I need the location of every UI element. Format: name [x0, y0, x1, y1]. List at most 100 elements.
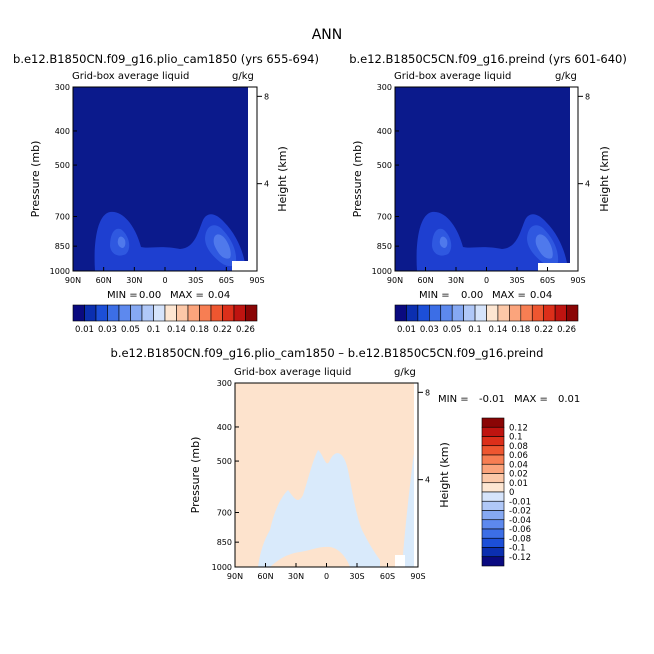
panel-1-contour-low [94, 211, 246, 271]
panel-3-height-axis: 84 [418, 388, 430, 485]
y-tick-label: 700 [217, 508, 232, 517]
colorbar-label: 0.1 [509, 433, 523, 443]
colorbar-label: 0.1 [468, 325, 482, 335]
colorbar-label: 0.14 [167, 325, 186, 335]
colorbar-swatch [481, 436, 505, 447]
x-tick-label: 30S [509, 276, 524, 285]
panel-2-colorbar: 0.01 0.03 0.05 0.1 0.14 0.18 0.22 0.26 [394, 304, 579, 335]
colorbar-swatch [153, 304, 166, 322]
y-tick-label: 500 [377, 161, 392, 170]
colorbar-swatch [164, 304, 177, 322]
colorbar-label: -0.1 [509, 544, 526, 554]
colorbar-swatch [481, 491, 505, 502]
y-tick-label: 300 [377, 83, 392, 92]
panel-1-contour-high-right [213, 234, 231, 259]
colorbar-swatch [463, 304, 476, 322]
panel-3-variable-label: Grid-box average liquid [234, 367, 351, 378]
colorbar-swatch [481, 556, 505, 567]
y-tick-label: 300 [55, 83, 70, 92]
panel-2-height-axis: 84 [578, 92, 590, 189]
panel-1-contour-high-left [117, 236, 126, 248]
colorbar-swatch [481, 500, 505, 511]
colorbar-label: 0.26 [236, 325, 255, 335]
colorbar-swatch [531, 304, 544, 322]
colorbar-swatch [176, 304, 189, 322]
colorbar-swatch [481, 473, 505, 484]
colorbar-swatch [481, 510, 505, 521]
colorbar-swatch [543, 304, 556, 322]
colorbar-swatch [141, 304, 154, 322]
colorbar-label: 0.05 [121, 325, 140, 335]
x-tick-label: 60S [380, 572, 395, 581]
y-tick-label: 500 [55, 161, 70, 170]
colorbar-swatch [566, 304, 579, 322]
panel-2-title: b.e12.B1850C5CN.f09_g16.preind (yrs 601-… [349, 52, 627, 66]
x-tick-label: 90S [249, 276, 264, 285]
x-tick-label: 90N [387, 276, 403, 285]
panel-3-min-label: MIN = [438, 394, 469, 405]
x-tick-label: 90N [227, 572, 243, 581]
panel-2-contour-high-right [535, 234, 553, 259]
height-tick-label: 8 [425, 388, 430, 397]
colorbar-label: 0.08 [509, 442, 528, 452]
colorbar-swatch [210, 304, 223, 322]
y-tick-label: 850 [217, 538, 232, 547]
colorbar-label: 0.04 [509, 460, 528, 470]
colorbar-label: 0.14 [488, 325, 507, 335]
panel-1-y-axis: 300 400 500 700 850 1000 [50, 83, 77, 276]
colorbar-swatch [130, 304, 143, 322]
colorbar-label: 0.18 [511, 325, 530, 335]
panel-3-plot-area [234, 382, 419, 568]
y-tick-label: 700 [55, 212, 70, 221]
panel-1-min-label: MIN = [107, 290, 138, 301]
height-tick-label: 4 [425, 476, 430, 485]
colorbar-swatch [406, 304, 419, 322]
colorbar-swatch [233, 304, 246, 322]
colorbar-label: -0.01 [509, 497, 531, 507]
colorbar-label: 0.22 [534, 325, 553, 335]
colorbar-swatch [417, 304, 430, 322]
colorbar-label: -0.12 [509, 553, 531, 563]
panel-2-plot-area [394, 86, 579, 272]
panel-1-height-axis: 84 [257, 92, 269, 189]
height-tick-label: 8 [585, 92, 590, 101]
colorbar-label: 0.18 [190, 325, 209, 335]
x-tick-label: 30N [126, 276, 142, 285]
panel-2-min-label: MIN = [419, 290, 450, 301]
height-tick-label: 8 [264, 92, 269, 101]
panel-2-missing-region [570, 87, 578, 271]
panel-3-max-label: MAX = [514, 394, 548, 405]
y-tick-label: 500 [217, 457, 232, 466]
colorbar-label: -0.02 [509, 507, 531, 517]
colorbar-swatch [554, 304, 567, 322]
y-tick-label: 400 [55, 127, 70, 136]
colorbar-swatch [72, 304, 85, 322]
panel-3-y2label: Height (km) [438, 442, 451, 508]
colorbar-swatch [481, 445, 505, 456]
x-tick-label: 30N [288, 572, 304, 581]
panel-2-min-value: 0.00 [461, 290, 483, 301]
colorbar-swatch [222, 304, 235, 322]
colorbar-label: 0.22 [213, 325, 232, 335]
colorbar-label: 0.12 [509, 423, 528, 433]
colorbar-swatch [486, 304, 499, 322]
panel-3-max-value: 0.01 [558, 394, 580, 405]
x-tick-label: 90S [570, 276, 585, 285]
y-tick-label: 850 [55, 242, 70, 251]
colorbar-label: -0.06 [509, 525, 531, 535]
panel-2-ylabel: Pressure (mb) [351, 141, 364, 218]
y-tick-label: 300 [217, 379, 232, 388]
x-tick-label: 30S [188, 276, 203, 285]
x-tick-label: 0 [162, 276, 167, 285]
y-tick-label: 1000 [212, 563, 232, 572]
x-tick-label: 60N [96, 276, 112, 285]
colorbar-swatch [481, 417, 505, 428]
height-tick-label: 4 [585, 180, 590, 189]
x-tick-label: 60N [417, 276, 433, 285]
panel-3: b.e12.B1850CN.f09_g16.plio_cam1850 – b.e… [111, 346, 581, 581]
colorbar-label: -0.04 [509, 516, 531, 526]
colorbar-swatch [481, 537, 505, 548]
panel-2-max-label: MAX = [492, 290, 526, 301]
panel-3-min-value: -0.01 [479, 394, 505, 405]
colorbar-swatch [440, 304, 453, 322]
